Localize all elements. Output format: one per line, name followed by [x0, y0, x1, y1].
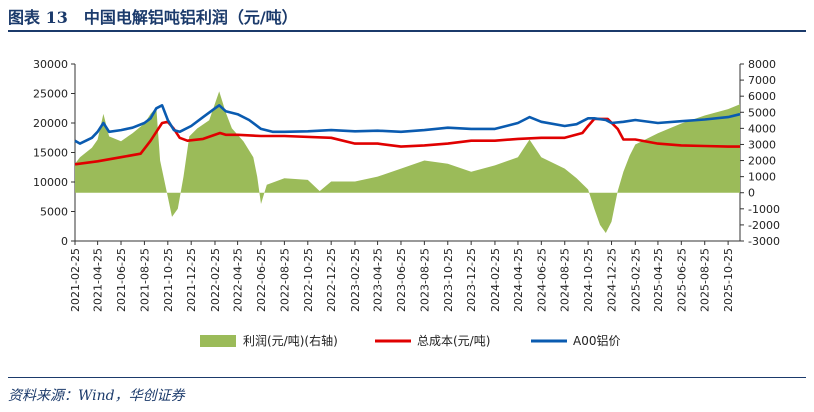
y-left-tick-label: 0	[61, 235, 68, 248]
y-right-tick-label: 0	[748, 187, 755, 200]
x-tick-label: 2023-12-25	[465, 248, 478, 312]
legend-label-cost: 总成本(元/吨)	[417, 334, 490, 348]
y-left-tick-label: 20000	[33, 117, 68, 130]
x-tick-label: 2021-04-25	[92, 248, 105, 312]
x-tick-label: 2025-10-25	[722, 248, 735, 312]
y-left-tick-label: 10000	[33, 176, 68, 189]
x-tick-label: 2024-04-25	[512, 248, 525, 312]
y-left-tick-label: 15000	[33, 147, 68, 160]
x-tick-label: 2021-02-25	[69, 248, 82, 312]
x-tick-label: 2023-04-25	[372, 248, 385, 312]
x-tick-label: 2025-08-25	[699, 248, 712, 312]
y-right-tick-label: -2000	[748, 219, 780, 232]
x-tick-label: 2024-06-25	[535, 248, 548, 312]
y-left-tick-label: 30000	[33, 58, 68, 71]
line-series-layer	[74, 104, 741, 166]
x-tick-label: 2021-06-25	[115, 248, 128, 312]
y-right-tick-label: -1000	[748, 203, 780, 216]
x-tick-label: 2021-08-25	[138, 248, 151, 312]
source-note: 资料来源：Wind，华创证券	[8, 388, 185, 404]
x-tick-label: 2021-10-25	[162, 248, 175, 312]
x-tick-label: 2023-08-25	[418, 248, 431, 312]
legend: 利润(元/吨)(右轴) 总成本(元/吨) A00铝价	[200, 333, 620, 348]
y-left-tick-label: 25000	[33, 88, 68, 101]
legend-label-price: A00铝价	[573, 333, 620, 348]
x-tick-label: 2023-02-25	[349, 248, 362, 312]
x-tick-label: 2022-04-25	[232, 248, 245, 312]
profit-area-layer	[75, 91, 740, 234]
x-tick-label: 2024-12-25	[606, 248, 619, 312]
x-tick-label: 2022-02-25	[209, 248, 222, 312]
x-tick-label: 2025-02-25	[629, 248, 642, 312]
figure-title: 图表 13 中国电解铝吨铝利润（元/吨）	[8, 8, 298, 27]
x-tick-label: 2025-06-25	[675, 248, 688, 312]
a00-price-line	[74, 104, 741, 145]
x-tick-label: 2022-08-25	[278, 248, 291, 312]
chart-axes	[71, 63, 744, 245]
legend-swatch-profit	[200, 335, 236, 347]
x-tick-label: 2023-06-25	[395, 248, 408, 312]
x-tick-label: 2022-10-25	[302, 248, 315, 312]
y-right-tick-label: 6000	[748, 90, 776, 103]
y-right-tick-label: 3000	[748, 138, 776, 151]
x-tick-label: 2022-12-25	[325, 248, 338, 312]
legend-label-profit: 利润(元/吨)(右轴)	[243, 333, 338, 348]
y-right-tick-label: 8000	[748, 58, 776, 71]
title-divider	[8, 30, 806, 32]
x-tick-label: 2024-08-25	[559, 248, 572, 312]
y-right-tick-label: 4000	[748, 122, 776, 135]
x-tick-label: 2025-04-25	[652, 248, 665, 312]
x-tick-label: 2021-12-25	[185, 248, 198, 312]
y-right-tick-label: 5000	[748, 106, 776, 119]
profit-area	[75, 91, 740, 234]
source-divider	[8, 377, 806, 378]
x-tick-label: 2022-06-25	[255, 248, 268, 312]
y-left-tick-label: 5000	[40, 206, 68, 219]
y-right-tick-label: 7000	[748, 74, 776, 87]
x-tick-label: 2024-02-25	[489, 248, 502, 312]
y-right-tick-label: -3000	[748, 235, 780, 248]
x-tick-label: 2024-10-25	[582, 248, 595, 312]
tick-labels-layer: 050001000015000200002500030000-3000-2000…	[33, 58, 780, 312]
y-right-tick-label: 2000	[748, 155, 776, 168]
y-right-tick-label: 1000	[748, 171, 776, 184]
x-tick-label: 2023-10-25	[442, 248, 455, 312]
